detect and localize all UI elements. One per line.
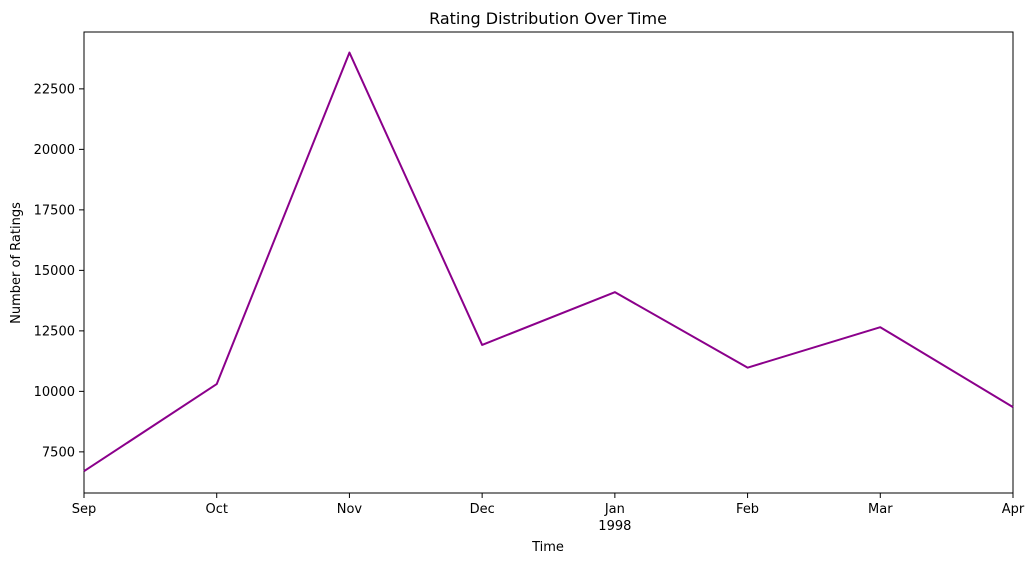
plot-area: 7500 10000 12500 15000 17500 20000 22500 Sep Oct… — [34, 31, 1025, 534]
x-tick-label: Apr — [1002, 502, 1025, 517]
y-tick-label: 17500 — [34, 203, 75, 218]
x-year-label: 1998 — [598, 519, 631, 534]
y-tick-label: 12500 — [34, 324, 75, 339]
series-line — [83, 51, 1014, 473]
x-tick-label: Nov — [337, 502, 363, 517]
y-tick-label: 7500 — [42, 445, 75, 460]
x-axis-title: Time — [531, 540, 564, 555]
y-tick-label: 15000 — [34, 264, 75, 279]
y-tick-label: 10000 — [34, 385, 75, 400]
chart-title: Rating Distribution Over Time — [429, 9, 667, 28]
x-tick-label: Sep — [72, 502, 97, 517]
y-tick-label: 20000 — [34, 143, 75, 158]
x-tick-label: Oct — [205, 502, 227, 517]
x-tick-label: Jan — [604, 502, 625, 517]
x-tick-label: Feb — [736, 502, 759, 517]
x-tick-label: Dec — [470, 502, 495, 517]
y-tick-label: 22500 — [34, 82, 75, 97]
plot-frame — [83, 31, 1014, 494]
x-tick-label: Mar — [868, 502, 893, 517]
y-axis-title: Number of Ratings — [9, 202, 24, 324]
